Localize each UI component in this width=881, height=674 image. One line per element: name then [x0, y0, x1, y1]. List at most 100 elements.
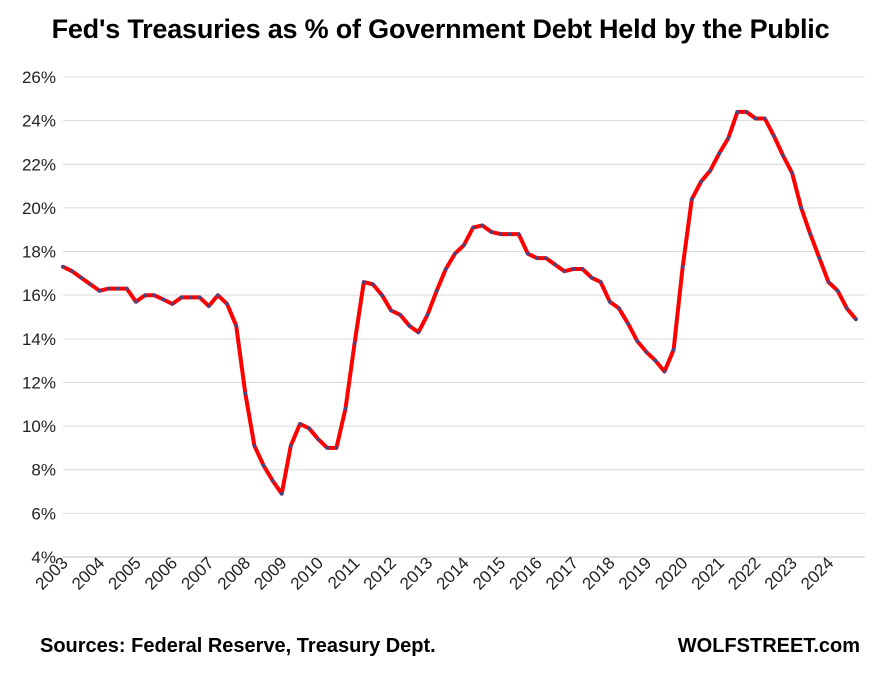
data-point — [735, 110, 740, 114]
chart-title: Fed's Treasuries as % of Government Debt… — [51, 14, 830, 44]
data-point — [70, 269, 74, 274]
data-point — [444, 267, 448, 271]
data-point — [826, 280, 831, 284]
data-point — [106, 286, 111, 291]
data-point — [626, 321, 630, 326]
y-tick-label: 8% — [31, 461, 56, 480]
data-point — [790, 171, 794, 175]
series-line — [61, 109, 858, 496]
data-point — [753, 116, 758, 121]
data-point — [307, 426, 311, 431]
x-tick-label: 2015 — [469, 553, 509, 593]
data-point — [371, 282, 375, 287]
data-point — [608, 299, 612, 304]
data-point — [389, 308, 393, 313]
data-point — [79, 275, 83, 280]
data-point — [270, 478, 275, 483]
data-point — [535, 256, 539, 260]
x-tick-label: 2008 — [214, 553, 254, 593]
data-point — [817, 256, 822, 260]
data-point — [854, 317, 858, 322]
y-tick-label: 4% — [31, 548, 56, 567]
y-tick-label: 10% — [22, 417, 56, 436]
data-point — [143, 293, 147, 298]
data-point — [343, 406, 348, 411]
data-point — [179, 295, 184, 300]
data-point — [598, 280, 603, 284]
data-point — [115, 286, 120, 291]
data-point — [471, 225, 475, 230]
x-tick-label: 2021 — [688, 553, 728, 593]
x-axis-tick-labels: 2003200420052006200720082009201020112012… — [32, 553, 838, 593]
x-tick-label: 2020 — [651, 553, 691, 593]
data-point — [298, 422, 302, 426]
data-point — [197, 295, 202, 300]
data-point — [799, 206, 803, 210]
y-tick-label: 18% — [22, 243, 56, 262]
data-point — [526, 251, 530, 256]
data-point — [480, 223, 485, 228]
data-point — [161, 297, 166, 302]
data-point — [453, 251, 457, 256]
x-tick-label: 2009 — [250, 553, 290, 593]
data-point — [489, 230, 494, 234]
data-point — [425, 313, 430, 317]
x-tick-label: 2022 — [724, 553, 764, 593]
data-point — [61, 265, 65, 269]
data-point — [635, 339, 639, 343]
data-point — [690, 197, 694, 201]
data-point — [835, 289, 840, 293]
data-point — [125, 286, 129, 291]
data-point — [416, 330, 421, 335]
y-tick-label: 26% — [22, 68, 56, 87]
data-point — [562, 269, 567, 274]
data-point — [808, 232, 813, 236]
x-tick-label: 2017 — [542, 553, 582, 593]
y-tick-label: 14% — [22, 330, 56, 349]
data-point — [216, 293, 220, 298]
data-point — [289, 443, 293, 448]
data-point — [407, 323, 412, 328]
data-point — [88, 282, 93, 287]
data-point — [152, 293, 156, 298]
x-tick-label: 2004 — [68, 553, 108, 593]
data-point — [744, 110, 749, 114]
data-point — [97, 289, 102, 293]
data-point — [516, 232, 521, 236]
y-tick-label: 22% — [22, 155, 56, 174]
data-point — [334, 446, 339, 450]
x-tick-label: 2014 — [433, 553, 473, 593]
sources-note: Sources: Federal Reserve, Treasury Dept. — [40, 635, 436, 657]
data-point — [653, 358, 658, 363]
data-point — [845, 306, 849, 311]
data-point — [662, 369, 667, 374]
data-point — [571, 267, 576, 271]
x-tick-label: 2005 — [105, 553, 145, 593]
data-point — [680, 265, 685, 269]
data-point — [188, 295, 193, 300]
x-tick-label: 2018 — [578, 553, 618, 593]
y-tick-label: 6% — [31, 504, 56, 523]
data-point — [225, 302, 229, 306]
data-point — [170, 302, 175, 306]
data-point — [781, 153, 785, 158]
data-point — [434, 289, 439, 293]
y-tick-label: 24% — [22, 112, 56, 131]
data-point — [243, 391, 248, 396]
data-point — [325, 446, 330, 450]
data-point — [498, 232, 503, 236]
data-point — [553, 262, 557, 267]
data-point — [617, 306, 621, 311]
data-point — [380, 293, 384, 298]
data-point — [352, 341, 357, 346]
x-tick-label: 2013 — [396, 553, 436, 593]
data-point — [763, 116, 767, 121]
data-point — [252, 443, 257, 448]
data-point — [134, 299, 138, 304]
data-point — [234, 323, 238, 328]
y-tick-label: 16% — [22, 286, 56, 305]
y-tick-label: 12% — [22, 373, 56, 392]
data-point — [462, 243, 466, 247]
data-point — [772, 134, 776, 138]
